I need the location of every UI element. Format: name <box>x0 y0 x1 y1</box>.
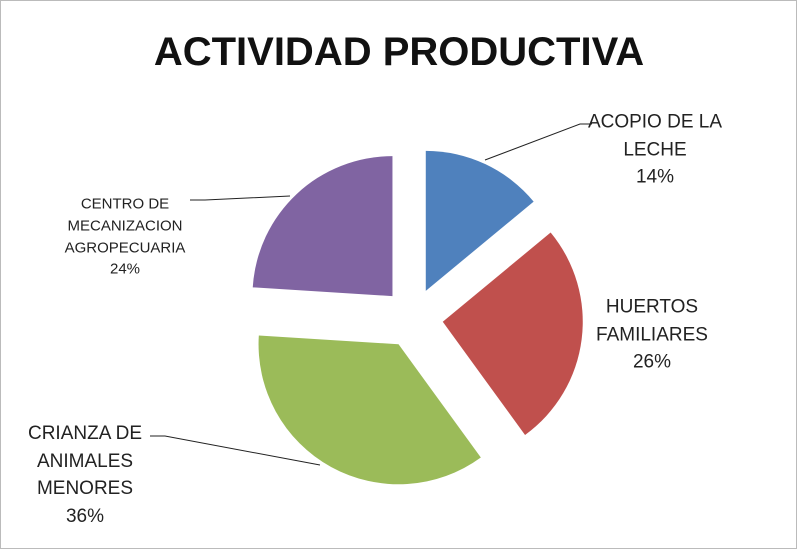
category-label: HUERTOS FAMILIARES <box>596 296 708 346</box>
slice-label: CRIANZA DE ANIMALES MENORES 36% <box>10 420 160 530</box>
leader-line <box>190 195 291 201</box>
leader-line <box>484 123 592 161</box>
pie-slice <box>442 232 583 436</box>
category-label: ACOPIO DE LA LECHE <box>587 111 723 161</box>
slice-label: ACOPIO DE LA LECHE 14% <box>585 109 725 192</box>
category-label: CRIANZA DE ANIMALES MENORES <box>27 422 143 499</box>
value-label: 36% <box>65 505 105 527</box>
slice-label: HUERTOS FAMILIARES 26% <box>582 294 722 377</box>
leader-line <box>150 435 321 466</box>
chart-title: ACTIVIDAD PRODUCTIVA <box>153 30 645 74</box>
value-label: 24% <box>109 260 141 278</box>
value-label: 26% <box>632 351 672 373</box>
slice-label: CENTRO DE MECANIZACION AGROPECUARIA 24% <box>40 194 210 281</box>
pie-slice <box>425 150 534 291</box>
value-label: 14% <box>635 166 675 188</box>
category-label: CENTRO DE MECANIZACION AGROPECUARIA <box>64 195 186 257</box>
pie-slice <box>252 156 393 297</box>
pie-slice <box>258 335 481 485</box>
